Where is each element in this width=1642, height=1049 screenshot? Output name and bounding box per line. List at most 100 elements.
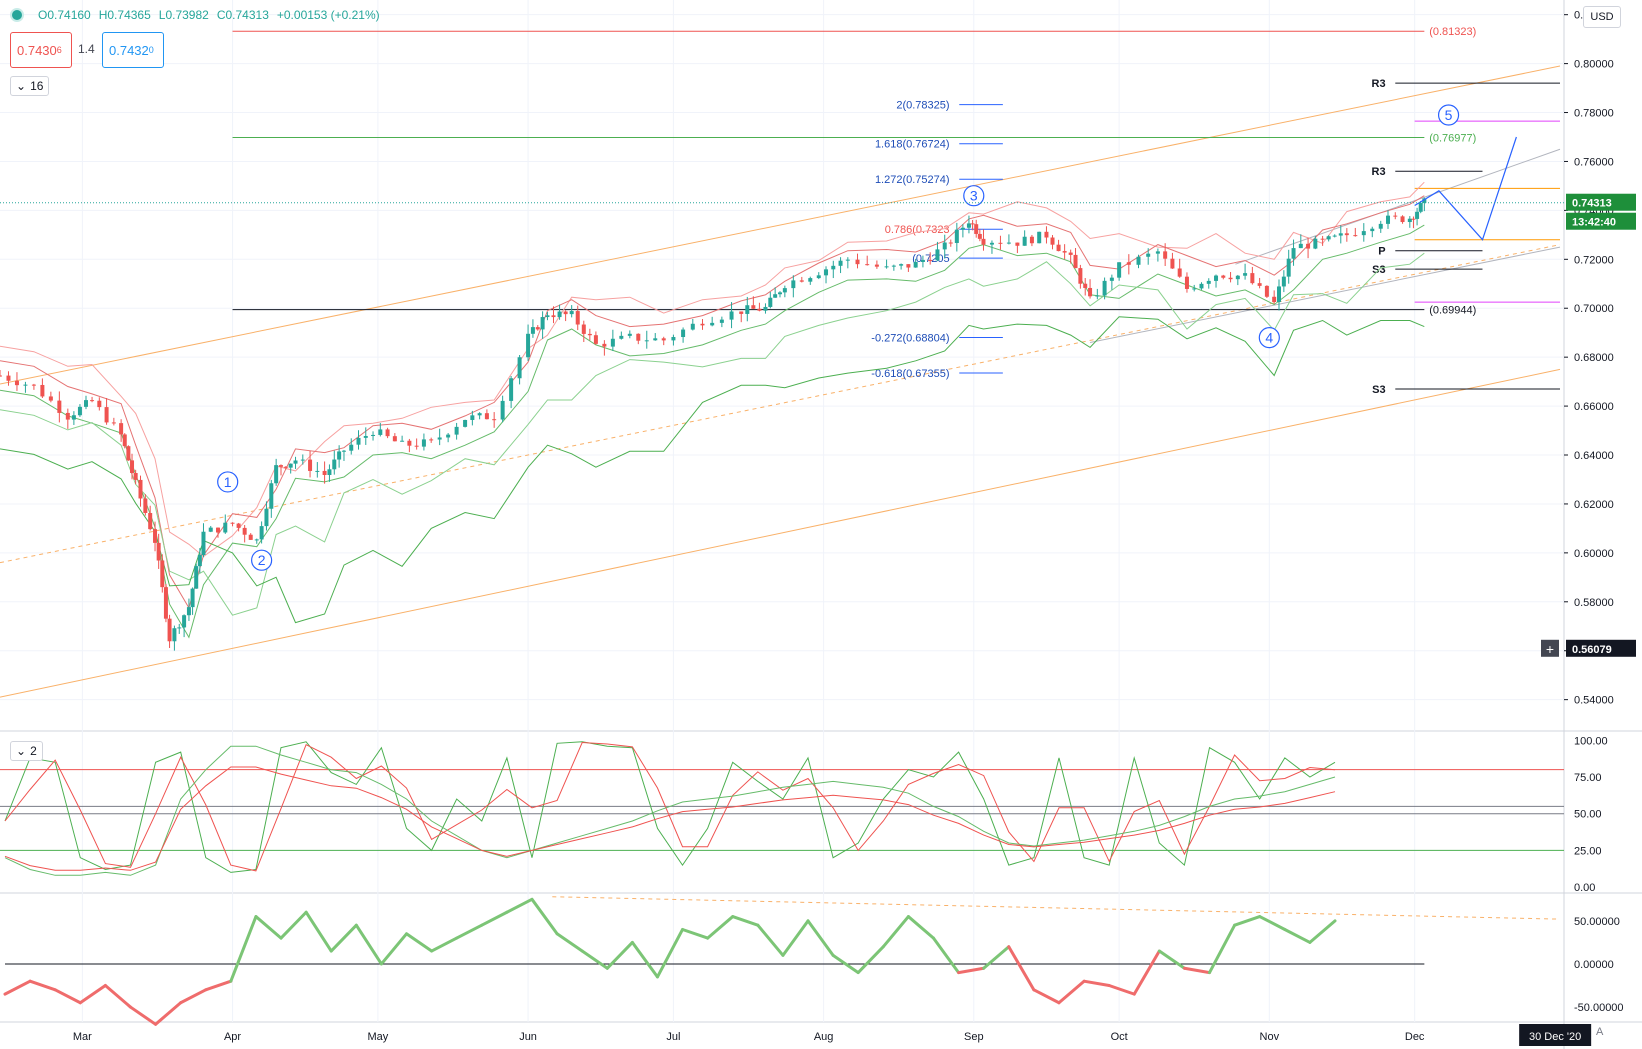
wave-channel-upper <box>1235 148 1561 265</box>
momentum-segment <box>881 915 910 949</box>
wave-label-circle <box>963 185 985 207</box>
stoch-k-line <box>4 741 1336 873</box>
candle-body <box>156 542 161 561</box>
candle-body <box>1320 238 1325 240</box>
candle-body <box>891 265 896 267</box>
price-axis-label: 0.78000 <box>1574 108 1614 120</box>
open-value: O0.74160 <box>38 8 91 22</box>
candle-body <box>899 264 904 266</box>
candle-body <box>40 384 45 397</box>
candle-body <box>308 459 313 471</box>
candle-body <box>1235 275 1240 280</box>
candle-body <box>1332 235 1337 237</box>
candle-body <box>167 618 172 642</box>
candle-body <box>437 437 442 440</box>
candle-body <box>831 265 836 270</box>
price-axis-label: 0.60000 <box>1574 548 1614 560</box>
pivot-label: P <box>1378 246 1385 258</box>
channel-upper-line <box>0 65 1561 385</box>
momentum-segment <box>1258 915 1287 931</box>
fib-level-label: 0.786(0.7323 <box>885 224 950 236</box>
candle-body <box>540 317 545 330</box>
candle-body <box>610 338 615 347</box>
stoch-indicator-count: 2 <box>30 744 37 758</box>
long-ma-line <box>0 316 1425 624</box>
candle-body <box>1088 287 1093 297</box>
candle-body <box>1163 251 1168 259</box>
candle-body <box>1415 211 1420 219</box>
candle-body <box>636 333 641 341</box>
upper-band-inner <box>0 195 1425 610</box>
momentum-segment <box>1308 919 1337 944</box>
ask-pip: 0 <box>148 45 154 55</box>
price-axis-label: 0.72000 <box>1574 254 1614 266</box>
candle-body <box>208 527 213 532</box>
currency-button[interactable]: USD <box>1583 6 1621 28</box>
momentum-segment <box>1057 979 1086 1005</box>
momentum-axis-label: 50.00000 <box>1574 916 1620 928</box>
momentum-segment <box>254 915 283 940</box>
candle-body <box>1126 262 1131 265</box>
candle-body <box>242 527 247 535</box>
candle-body <box>274 465 279 484</box>
candle-body <box>1243 273 1248 276</box>
candle-body <box>773 294 778 298</box>
momentum-axis-label: 0.00000 <box>1574 959 1614 971</box>
candle-body <box>163 587 168 619</box>
indicators-toggle[interactable]: ⌄ 16 <box>10 76 50 96</box>
candle-body <box>337 451 342 460</box>
candle-body <box>463 419 468 427</box>
stoch-axis-label: 25.00 <box>1574 845 1602 857</box>
candle-body <box>1056 244 1061 252</box>
candle-body <box>619 335 624 339</box>
momentum-segment <box>555 932 584 953</box>
candle-body <box>269 483 274 509</box>
candle-body <box>385 429 390 437</box>
candle-body <box>791 280 796 289</box>
momentum-axis-label: -50.00000 <box>1574 1002 1624 1014</box>
candle-body <box>808 278 813 282</box>
fib-level-label: 2(0.78325) <box>896 100 949 112</box>
candle-body <box>111 422 116 424</box>
stoch-legend-toggle[interactable]: ⌄ 2 <box>10 741 43 761</box>
candle-body <box>153 529 158 543</box>
buy-button[interactable]: 0.7432 0 <box>102 32 164 68</box>
momentum-segment <box>354 923 383 966</box>
momentum-segment <box>931 936 961 975</box>
candle-body <box>1264 285 1269 297</box>
time-axis-label: Jul <box>666 1031 680 1043</box>
candle-body <box>587 333 592 336</box>
price-scale-area <box>1564 0 1642 1049</box>
candle-body <box>1177 268 1182 277</box>
momentum-segment <box>103 984 132 1009</box>
candle-body <box>407 440 412 446</box>
wave-label: 4 <box>1265 330 1273 346</box>
candle-body <box>1214 275 1219 281</box>
candle-body <box>421 439 426 447</box>
candle-body <box>1326 236 1331 240</box>
sell-button[interactable]: 0.7430 6 <box>10 32 72 68</box>
upper-band-outer <box>0 181 1425 558</box>
candle-body <box>6 375 11 381</box>
momentum-segment <box>229 915 258 983</box>
candle-body <box>745 305 750 314</box>
candle-body <box>1400 216 1405 223</box>
chevron-down-icon: ⌄ <box>16 744 27 758</box>
auto-scale-button[interactable]: A <box>1596 1026 1604 1038</box>
candle-body <box>1286 258 1291 277</box>
candle-body <box>23 384 28 386</box>
candle-body <box>97 400 102 408</box>
time-axis-label: May <box>367 1031 388 1043</box>
wave-label: 5 <box>1445 107 1453 123</box>
candle-body <box>517 357 522 379</box>
candle-body <box>254 539 259 541</box>
candle-body <box>942 242 947 250</box>
momentum-segment <box>154 1001 183 1026</box>
time-cursor-box <box>1519 1024 1592 1046</box>
candle-body <box>970 223 975 225</box>
candle-body <box>65 412 70 420</box>
candle-body <box>31 384 36 386</box>
wave-label-circle <box>1258 326 1280 349</box>
wave-label-circle <box>217 471 239 493</box>
